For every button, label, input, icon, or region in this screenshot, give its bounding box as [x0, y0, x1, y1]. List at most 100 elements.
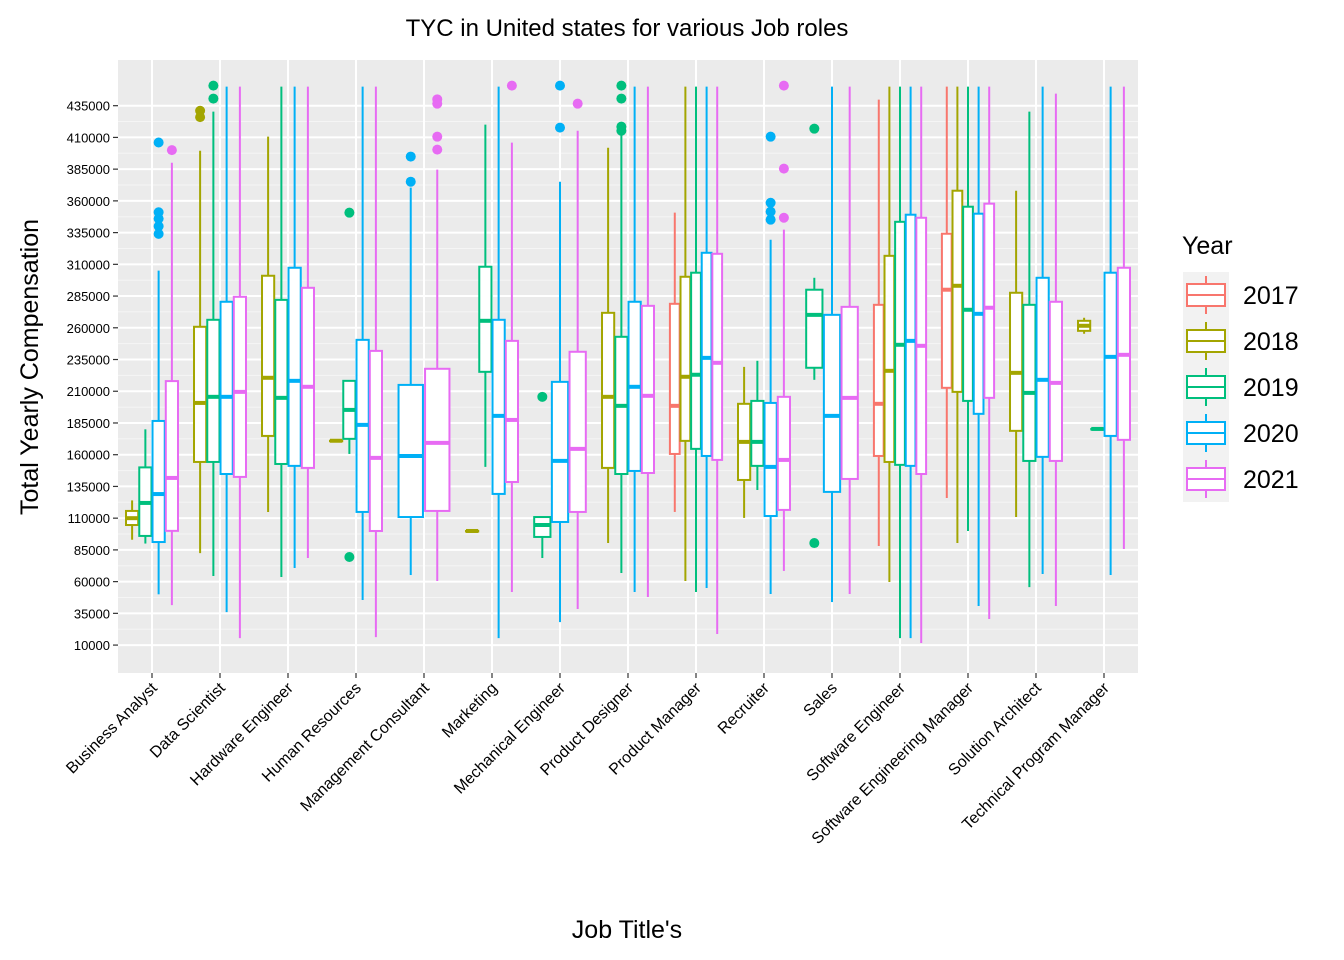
- box: [951, 189, 964, 393]
- x-tick-label: Sales: [801, 680, 841, 720]
- box: [1035, 276, 1050, 458]
- legend-label: 2021: [1243, 466, 1299, 494]
- box: [983, 202, 996, 399]
- outlier: [778, 212, 789, 223]
- outlier: [778, 163, 789, 174]
- box-group: [355, 86, 370, 601]
- box-group: [151, 137, 166, 595]
- outlier: [344, 551, 355, 562]
- legend-item: 2017: [1183, 272, 1299, 318]
- box: [424, 367, 451, 512]
- legend-label: 2019: [1243, 374, 1299, 402]
- box: [700, 251, 713, 457]
- y-tick-label: 235000: [67, 353, 110, 368]
- box: [668, 302, 681, 455]
- box: [822, 313, 842, 493]
- box: [1103, 271, 1118, 437]
- chart-title: TYC in United states for various Job rol…: [406, 15, 849, 42]
- box-group: [164, 145, 179, 606]
- box-group: [640, 86, 655, 597]
- y-tick-label: 10000: [74, 638, 110, 653]
- legend-label: 2017: [1243, 282, 1299, 310]
- outlier: [616, 125, 627, 136]
- box: [193, 325, 208, 463]
- box-group: [1077, 317, 1092, 334]
- box-group: [193, 105, 208, 554]
- legend-item: 2021: [1183, 456, 1299, 502]
- box-group: [491, 86, 506, 639]
- box-group: [300, 86, 315, 559]
- x-tick-label: Management Consultant: [298, 679, 434, 815]
- outlier: [765, 131, 776, 142]
- x-tick-label: Technical Program Manager: [959, 679, 1113, 833]
- box-group: [614, 80, 629, 573]
- outlier: [405, 176, 416, 187]
- x-tick-label: Mechanical Engineer: [451, 679, 569, 797]
- box-group: [822, 86, 842, 603]
- box: [368, 349, 383, 532]
- box: [883, 254, 896, 463]
- outlier: [432, 98, 443, 109]
- box-group: [763, 131, 778, 595]
- box: [397, 383, 424, 519]
- outlier: [432, 131, 443, 142]
- y-tick-label: 385000: [67, 162, 110, 177]
- outlier: [166, 145, 177, 156]
- x-tick-label: Recruiter: [715, 679, 773, 737]
- legend-title: Year: [1182, 232, 1233, 260]
- box: [287, 266, 302, 467]
- box: [300, 286, 315, 469]
- box-group: [1103, 86, 1118, 576]
- box-group: [750, 360, 765, 490]
- legend-item: 2020: [1183, 410, 1299, 456]
- y-tick-label: 360000: [67, 194, 110, 209]
- outlier: [432, 144, 443, 155]
- outlier: [572, 98, 583, 109]
- box: [872, 303, 885, 457]
- outlier: [616, 93, 627, 104]
- box-group: [1022, 111, 1037, 588]
- outlier: [153, 228, 164, 239]
- box-group: [776, 80, 791, 571]
- box-group: [125, 500, 140, 540]
- y-tick-label: 160000: [67, 448, 110, 463]
- y-tick-label: 185000: [67, 416, 110, 431]
- box-group: [601, 147, 616, 544]
- box: [640, 304, 655, 474]
- box-group: [1090, 426, 1105, 431]
- box: [491, 318, 506, 495]
- box-group: [1035, 86, 1050, 575]
- x-tick-label: Marketing: [439, 680, 501, 742]
- box: [219, 300, 234, 475]
- box-group: [342, 207, 357, 562]
- box-group: [533, 391, 552, 559]
- box: [750, 399, 765, 467]
- x-axis-title: Job Title's: [572, 916, 682, 944]
- outlier: [537, 391, 548, 402]
- outlier: [809, 538, 820, 549]
- y-tick-label: 410000: [67, 130, 110, 145]
- y-tick-label: 335000: [67, 226, 110, 241]
- outlier: [809, 123, 820, 134]
- box: [711, 252, 724, 461]
- y-tick-label: 260000: [67, 321, 110, 336]
- box: [232, 295, 247, 478]
- box: [550, 380, 570, 523]
- y-tick-label: 310000: [67, 257, 110, 272]
- box-group: [1048, 93, 1063, 606]
- box: [261, 274, 276, 437]
- box: [763, 401, 778, 518]
- outlier: [153, 221, 164, 232]
- box: [962, 205, 974, 402]
- box-group: [261, 136, 276, 512]
- box: [504, 339, 519, 483]
- box: [1009, 291, 1024, 432]
- x-tick-label: Business Analyst: [63, 679, 161, 777]
- legend-item: 2018: [1183, 318, 1299, 364]
- y-tick-label: 135000: [67, 479, 110, 494]
- legend-item: 2019: [1183, 364, 1299, 410]
- box-group: [138, 429, 153, 544]
- outlier: [208, 93, 219, 104]
- outlier: [555, 122, 565, 133]
